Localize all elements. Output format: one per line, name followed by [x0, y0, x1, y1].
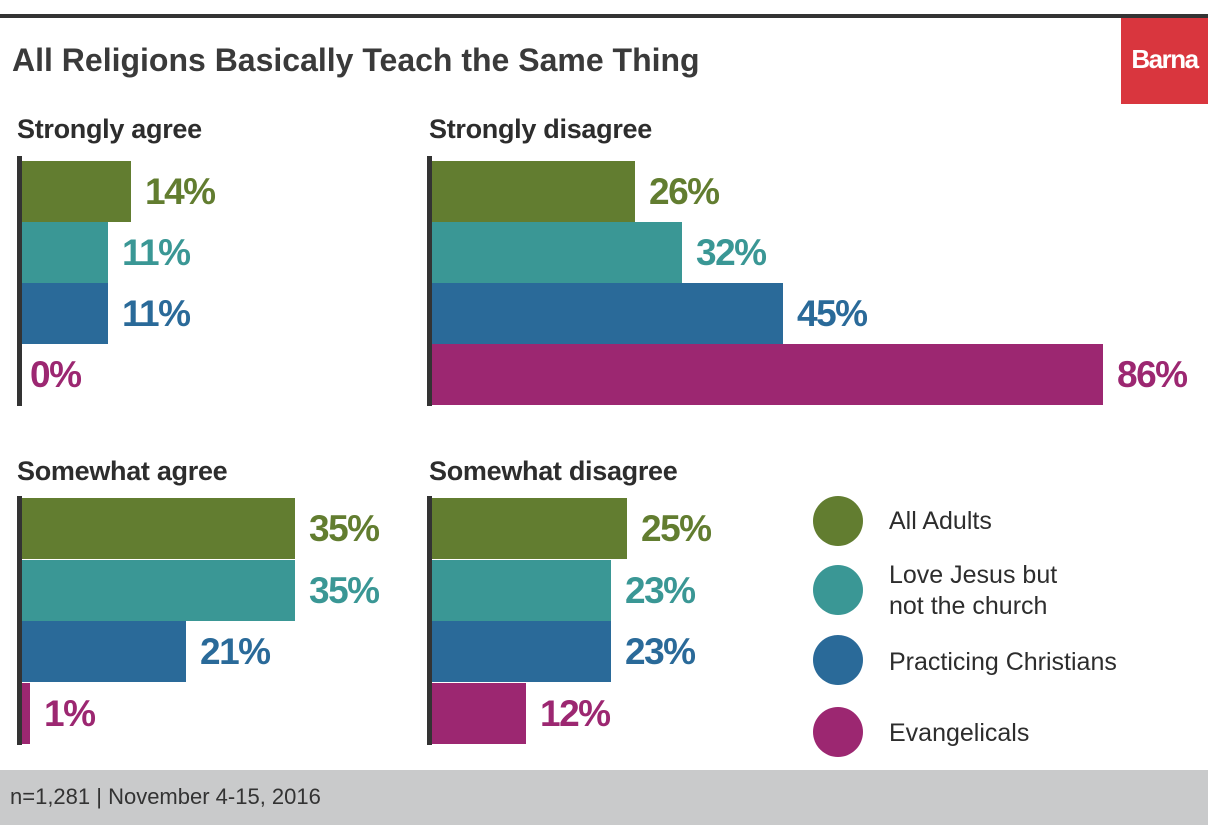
strongly-agree-bar-all-adults	[22, 161, 131, 222]
somewhat-disagree-chart-title: Somewhat disagree	[429, 456, 678, 486]
somewhat-disagree-axis-line	[427, 496, 432, 745]
barna-logo: Barna	[1121, 18, 1208, 104]
strongly-agree-chart-title: Strongly agree	[17, 114, 202, 144]
strongly-agree-value-label-evangelicals: 0%	[30, 353, 82, 395]
legend-swatch-love-jesus	[813, 565, 863, 615]
somewhat-agree-value-label-love-jesus: 35%	[309, 569, 380, 611]
somewhat-disagree-value-label-practicing-christians: 23%	[625, 630, 696, 672]
strongly-disagree-value-label-love-jesus: 32%	[696, 231, 767, 273]
strongly-agree-value-label-love-jesus: 11%	[122, 231, 191, 273]
somewhat-agree-value-label-all-adults: 35%	[309, 507, 380, 549]
strongly-agree-value-label-practicing-christians: 11%	[122, 292, 191, 334]
strongly-agree-value-label-all-adults: 14%	[145, 170, 216, 212]
strongly-disagree-bar-love-jesus	[432, 222, 682, 283]
somewhat-agree-bar-love-jesus	[22, 560, 295, 621]
strongly-disagree-bar-evangelicals	[432, 344, 1103, 405]
strongly-disagree-value-label-all-adults: 26%	[649, 170, 720, 212]
legend-swatch-evangelicals	[813, 707, 863, 757]
strongly-agree-bar-love-jesus	[22, 222, 108, 283]
strongly-disagree-value-label-practicing-christians: 45%	[797, 292, 868, 334]
strongly-agree-axis-line	[17, 156, 22, 406]
legend-swatch-all-adults	[813, 496, 863, 546]
top-rule	[0, 14, 1208, 18]
somewhat-agree-axis-line	[17, 496, 22, 745]
somewhat-agree-bar-practicing-christians	[22, 621, 186, 682]
strongly-disagree-chart-title: Strongly disagree	[429, 114, 652, 144]
somewhat-agree-bar-evangelicals	[22, 683, 30, 744]
strongly-disagree-bar-practicing-christians	[432, 283, 783, 344]
legend-label-practicing-christians: Practicing Christians	[889, 648, 1117, 676]
strongly-disagree-bar-all-adults	[432, 161, 635, 222]
somewhat-disagree-bar-love-jesus	[432, 560, 611, 621]
legend-label-evangelicals: Evangelicals	[889, 719, 1030, 747]
footer-note: n=1,281 | November 4-15, 2016	[10, 784, 321, 809]
somewhat-disagree-value-label-love-jesus: 23%	[625, 569, 696, 611]
somewhat-agree-bar-all-adults	[22, 498, 295, 559]
somewhat-agree-value-label-practicing-christians: 21%	[200, 630, 271, 672]
legend-swatch-practicing-christians	[813, 635, 863, 685]
legend-label-all-adults: All Adults	[889, 507, 992, 535]
somewhat-disagree-bar-practicing-christians	[432, 621, 611, 682]
somewhat-disagree-bar-evangelicals	[432, 683, 526, 744]
somewhat-disagree-value-label-evangelicals: 12%	[540, 692, 611, 734]
strongly-agree-bar-practicing-christians	[22, 283, 108, 344]
somewhat-agree-value-label-evangelicals: 1%	[44, 692, 96, 734]
somewhat-agree-chart-title: Somewhat agree	[17, 456, 228, 486]
logo-text: Barna	[1131, 44, 1199, 74]
legend-label-love-jesus: Love Jesus but not the church	[889, 561, 1058, 620]
strongly-disagree-value-label-evangelicals: 86%	[1117, 353, 1188, 395]
somewhat-disagree-bar-all-adults	[432, 498, 627, 559]
footer: n=1,281 | November 4-15, 2016	[0, 770, 1208, 825]
strongly-disagree-axis-line	[427, 156, 432, 406]
page-title: All Religions Basically Teach the Same T…	[12, 42, 700, 78]
somewhat-disagree-value-label-all-adults: 25%	[641, 507, 712, 549]
